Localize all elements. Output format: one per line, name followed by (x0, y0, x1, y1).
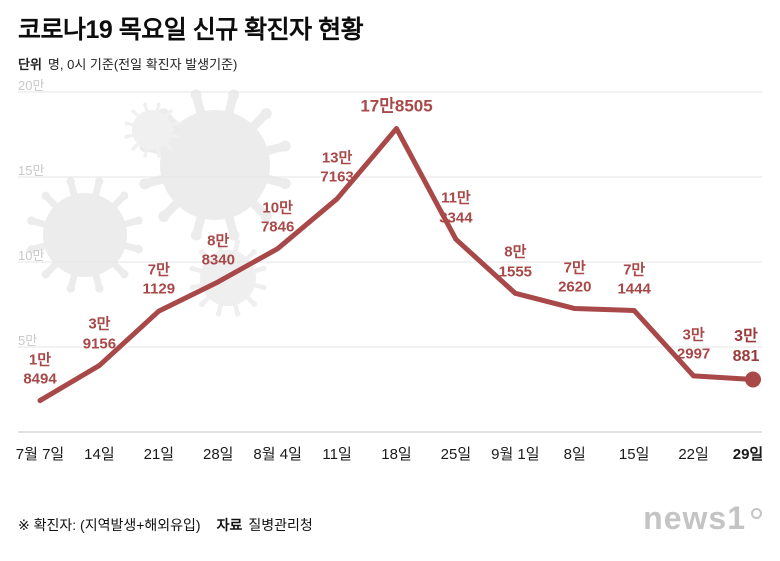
last-data-point-marker (745, 371, 761, 388)
virus-icon (139, 89, 291, 241)
footnote-text: ※ 확진자: (지역발생+해외유입) (18, 517, 201, 533)
chart-subtitle: 단위 명, 0시 기준(전일 확진자 발생기준) (18, 54, 237, 73)
copyright-circle-icon (751, 508, 762, 519)
line-series (37, 126, 756, 404)
virus-icon (124, 102, 180, 158)
source-label: 자료 (216, 517, 243, 533)
footer-note: ※ 확진자: (지역발생+해외유입) 자료 질병관리청 (18, 515, 313, 535)
news1-logo-text: news1 (643, 500, 746, 536)
unit-label: 단위 (18, 57, 42, 72)
virus-icon (27, 177, 143, 293)
news1-logo: news1 (643, 500, 762, 537)
subtitle-text: 명, 0시 기준(전일 확진자 발생기준) (47, 57, 238, 72)
page-title: 코로나19 목요일 신규 확진자 현황 (18, 16, 364, 44)
source-text: 질병관리청 (248, 517, 313, 533)
